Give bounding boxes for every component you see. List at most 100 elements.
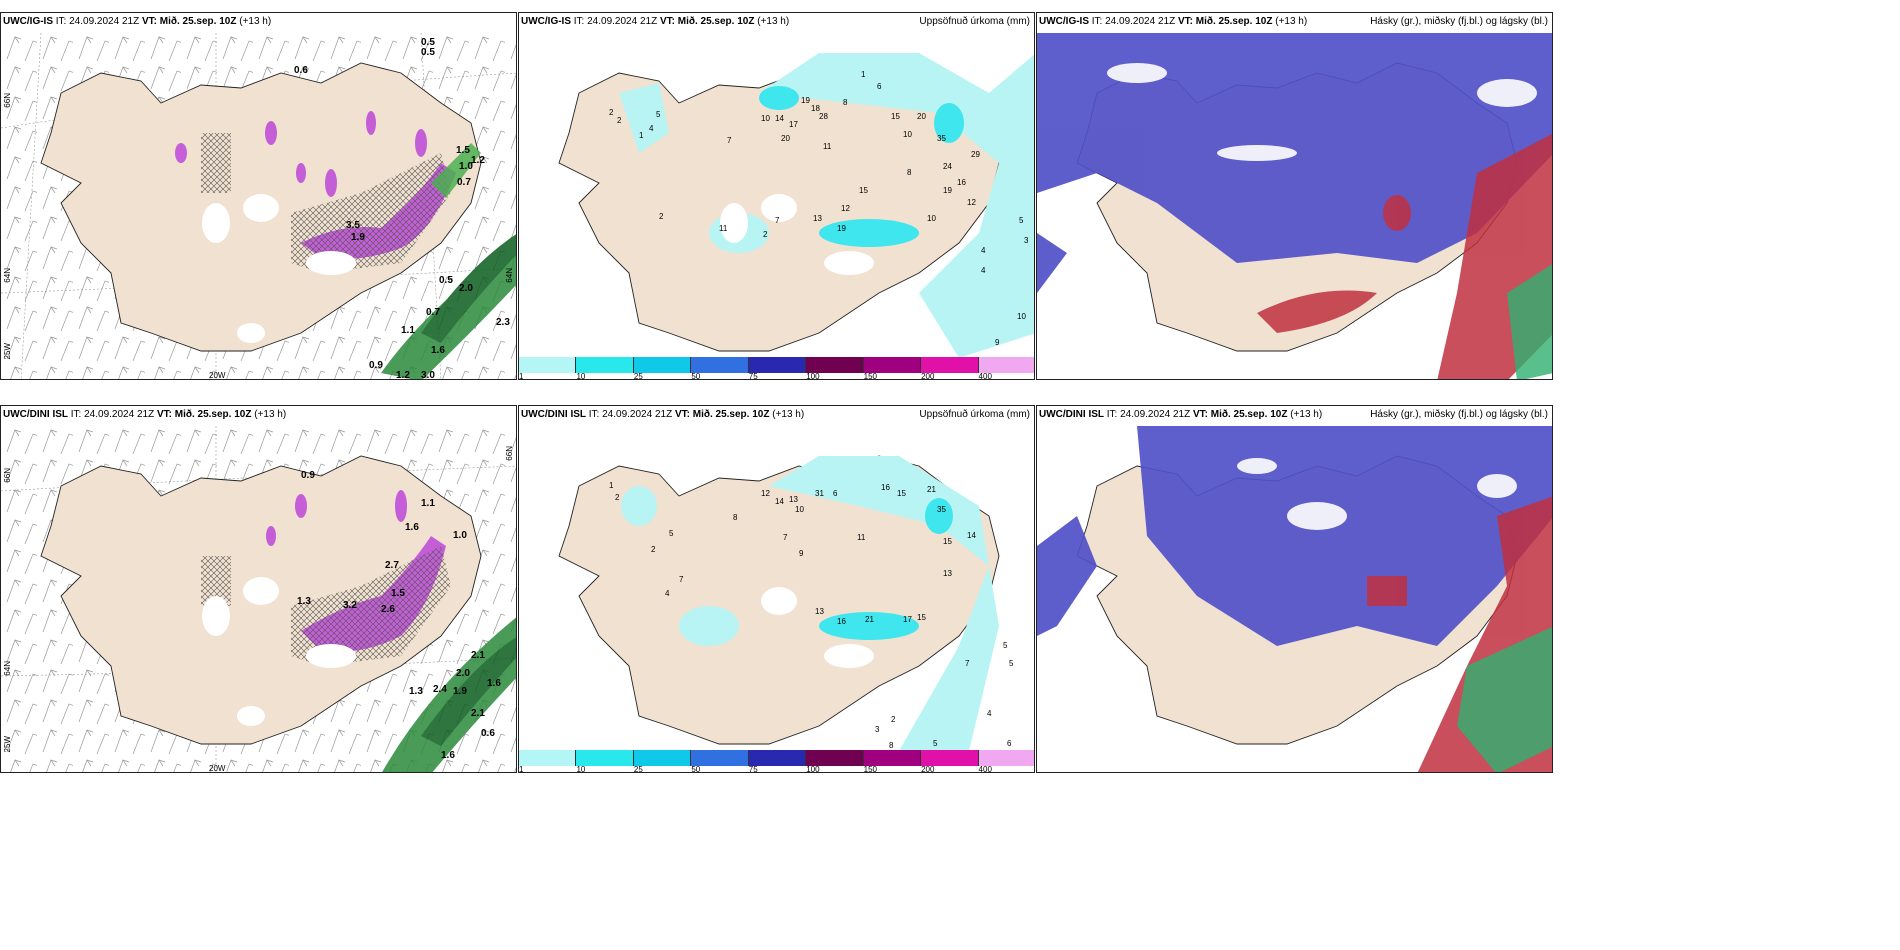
colorbar-swatch [691,750,749,766]
value-label: 1.6 [431,345,445,356]
value-label: 7 [727,136,732,145]
value-label: 13 [789,495,798,504]
value-label: 8 [843,98,848,107]
valid-time: Mið. 25.sep. 10Z [692,409,770,420]
map-panel-bottom-right: UWC/DINI ISL IT: 24.09.2024 21Z VT: Mið.… [1036,405,1553,773]
field-label: Uppsöfnuð úrkoma (mm) [919,409,1030,420]
colorbar-swatch [978,357,1034,373]
lon-label: 20W [209,764,226,773]
value-label: 3.2 [343,600,357,611]
colorbar-tick-label: 400 [978,765,992,773]
value-label: 24 [943,162,952,171]
value-label: 15 [859,186,868,195]
lead-time: (+13 h) [757,16,790,27]
value-label: 5 [1019,216,1024,225]
model-name: UWC/IG-IS [3,16,53,27]
value-label: 13 [813,214,822,223]
model-name: UWC/DINI ISL [3,409,68,420]
colorbar-tick-label: 50 [691,372,701,380]
value-label: 7 [775,216,780,225]
glaciers [720,194,874,275]
value-label: 3 [875,725,880,734]
value-label: 20 [917,112,926,121]
colorbar-tick-label: 25 [633,765,643,773]
value-label: 14 [775,497,784,506]
colorbar-swatch [806,750,864,766]
value-label: 18 [811,104,820,113]
colorbar-swatch [691,357,749,373]
lat-label: 64N [3,268,12,283]
value-label: 7 [679,575,684,584]
value-label: 13 [815,607,824,616]
panel-header: UWC/IG-IS IT: 24.09.2024 21Z VT: Mið. 25… [3,16,271,27]
colorbar-swatch [978,750,1034,766]
panel-header: UWC/DINI ISL IT: 24.09.2024 21Z VT: Mið.… [521,409,804,420]
init-time: IT: 24.09.2024 21Z [1091,16,1176,27]
value-label: 6 [1007,739,1012,748]
value-label: 1 [639,131,644,140]
value-label: 16 [881,483,890,492]
low-cloud [1507,264,1552,379]
colorbar-swatch [863,750,922,766]
value-label: 9 [799,549,804,558]
precip-mid [759,86,964,247]
low-cloud [1457,626,1552,772]
colorbar-swatch [921,357,979,373]
value-label: 1.3 [409,686,423,697]
iceland-snow-map: 0.9 1.1 1.0 2.7 1.5 3.2 2.6 1.6 1.3 2.1 … [1,426,516,772]
panel-header: UWC/IG-IS IT: 24.09.2024 21Z VT: Mið. 25… [521,16,789,27]
cloud-gaps [1237,458,1517,530]
lat-label: 66N [3,93,12,108]
value-label: 16 [837,617,846,626]
value-label: 2 [617,116,622,125]
colorbar-tick-label: 75 [748,372,758,380]
map-panel-top-right: UWC/IG-IS IT: 24.09.2024 21Z VT: Mið. 25… [1036,12,1553,380]
iceland-cloud-map [1037,33,1552,379]
value-label: 7 [965,659,970,668]
value-label: 2 [615,493,620,502]
value-label: 15 [891,112,900,121]
model-name: UWC/IG-IS [521,16,571,27]
precip-value-labels: 1 6 2 2 4 5 19 18 28 8 10 14 17 20 15 20… [609,70,1029,347]
lead-time: (+13 h) [254,409,287,420]
colorbar-swatch [576,750,634,766]
colorbar-swatch [806,357,864,373]
lon-label: 25W [3,343,12,360]
value-label: 12 [761,489,770,498]
value-label: 16 [957,178,966,187]
value-label: 13 [943,569,952,578]
value-label: 14 [775,114,784,123]
value-label: 1.9 [453,686,467,697]
map-panel-top-left: UWC/IG-IS IT: 24.09.2024 21Z VT: Mið. 25… [0,12,517,380]
value-label: 4 [987,709,992,718]
valid-time-label: VT: [1192,409,1208,420]
value-label: 2.1 [471,708,485,719]
valid-time: Mið. 25.sep. 10Z [677,16,755,27]
map-panel-top-middle: UWC/IG-IS IT: 24.09.2024 21Z VT: Mið. 25… [518,12,1035,380]
value-label: 35 [937,505,946,514]
value-label: 4 [981,246,986,255]
colorbar-tick-label: 150 [863,372,878,380]
lon-label: 25W [3,736,12,753]
value-label: 1.3 [297,596,311,607]
model-name: UWC/DINI ISL [521,409,586,420]
value-label: 8 [889,741,894,750]
value-label: 1 [861,70,866,79]
value-label: 21 [865,615,874,624]
value-label: 3.5 [346,220,360,231]
value-label: 1.6 [487,678,501,689]
colorbar-swatch [633,357,692,373]
value-label: 0.5 [421,37,435,48]
value-label: 28 [819,112,828,121]
value-label: 0.5 [439,275,453,286]
value-label: 29 [971,150,980,159]
high-cloud [1037,33,1552,293]
value-label: 4 [649,124,654,133]
value-label: 19 [837,224,846,233]
colorbar-swatch [633,750,692,766]
value-label: 0.7 [426,307,440,318]
value-label: 2.1 [471,650,485,661]
colorbar-tick-label: 150 [863,765,878,773]
map-panel-bottom-left: UWC/DINI ISL IT: 24.09.2024 21Z VT: Mið.… [0,405,517,773]
valid-time-label: VT: [141,16,157,27]
